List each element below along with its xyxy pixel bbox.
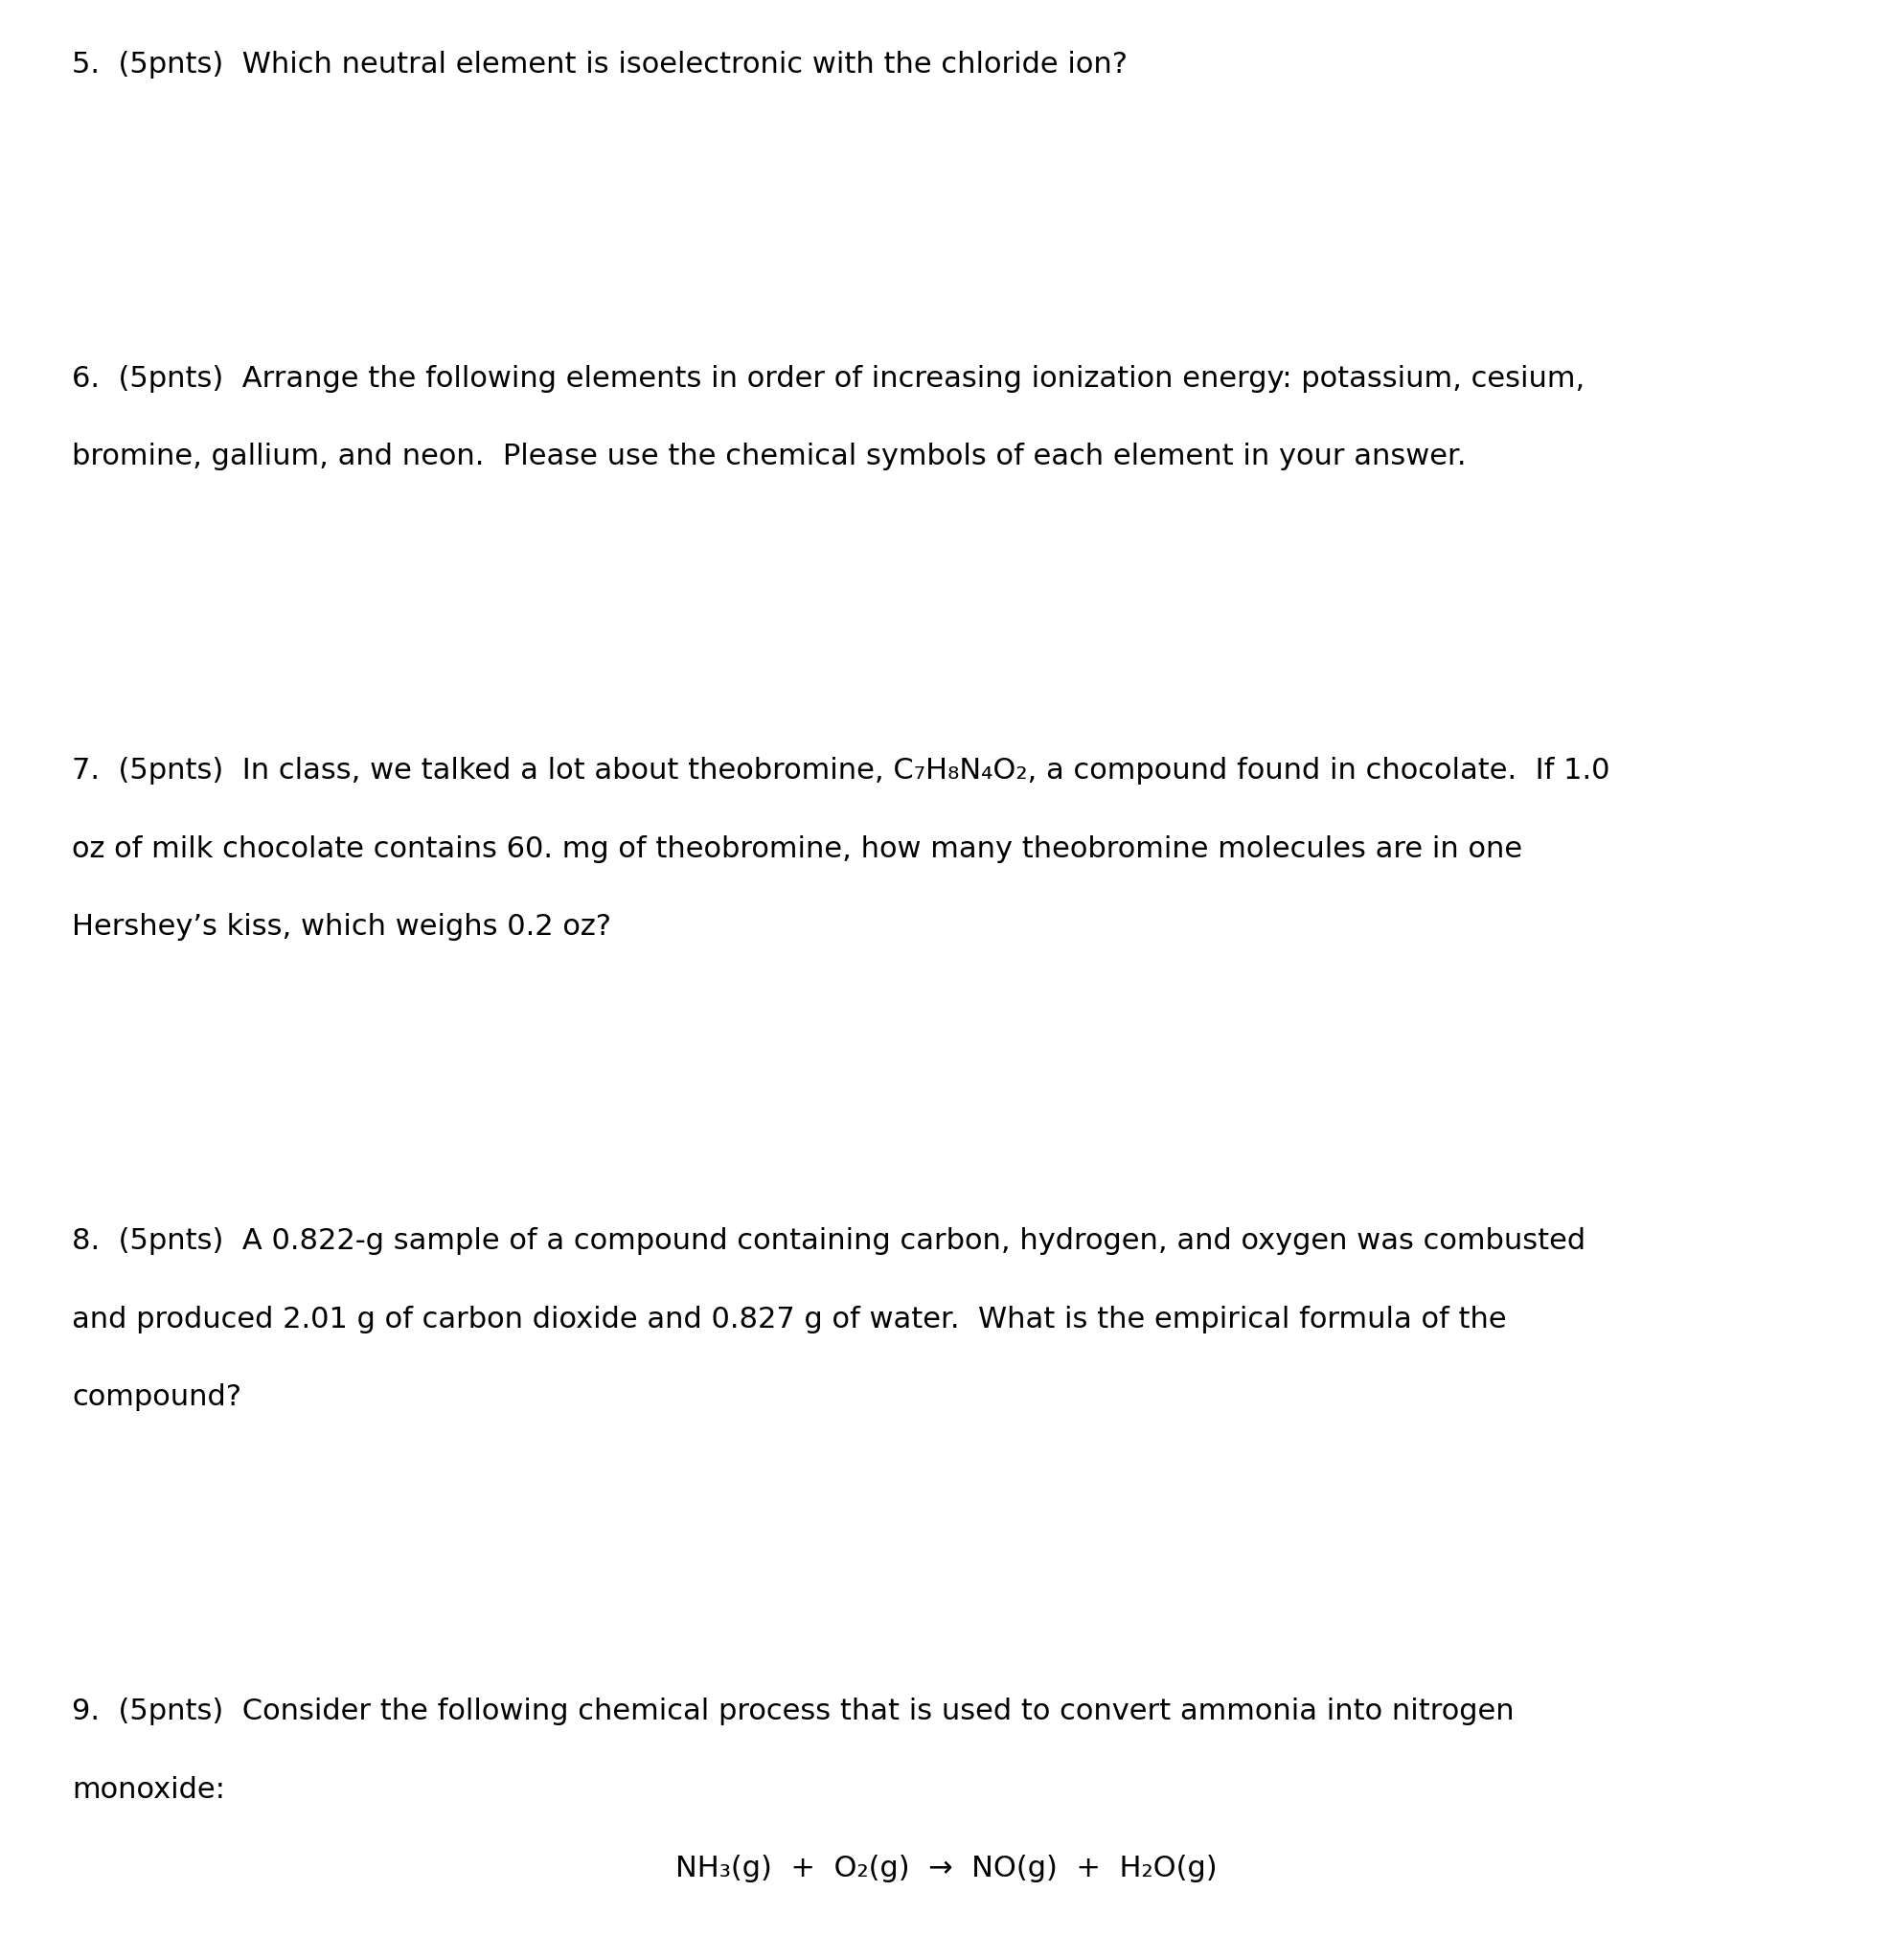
Text: 9.  (5pnts)  Consider the following chemical process that is used to convert amm: 9. (5pnts) Consider the following chemic… — [72, 1697, 1514, 1725]
Text: NH₃(g)  +  O₂(g)  →  NO(g)  +  H₂O(g): NH₃(g) + O₂(g) → NO(g) + H₂O(g) — [676, 1854, 1217, 1882]
Text: compound?: compound? — [72, 1384, 242, 1411]
Text: oz of milk chocolate contains 60. mg of theobromine, how many theobromine molecu: oz of milk chocolate contains 60. mg of … — [72, 835, 1522, 862]
Text: 8.  (5pnts)  A 0.822-g sample of a compound containing carbon, hydrogen, and oxy: 8. (5pnts) A 0.822-g sample of a compoun… — [72, 1227, 1586, 1254]
Text: and produced 2.01 g of carbon dioxide and 0.827 g of water.  What is the empiric: and produced 2.01 g of carbon dioxide an… — [72, 1305, 1507, 1333]
Text: bromine, gallium, and neon.  Please use the chemical symbols of each element in : bromine, gallium, and neon. Please use t… — [72, 443, 1467, 470]
Text: 5.  (5pnts)  Which neutral element is isoelectronic with the chloride ion?: 5. (5pnts) Which neutral element is isoe… — [72, 51, 1128, 78]
Text: 6.  (5pnts)  Arrange the following elements in order of increasing ionization en: 6. (5pnts) Arrange the following element… — [72, 365, 1584, 392]
Text: monoxide:: monoxide: — [72, 1776, 225, 1803]
Text: Hershey’s kiss, which weighs 0.2 oz?: Hershey’s kiss, which weighs 0.2 oz? — [72, 913, 611, 941]
Text: 7.  (5pnts)  In class, we talked a lot about theobromine, C₇H₈N₄O₂, a compound f: 7. (5pnts) In class, we talked a lot abo… — [72, 757, 1609, 784]
